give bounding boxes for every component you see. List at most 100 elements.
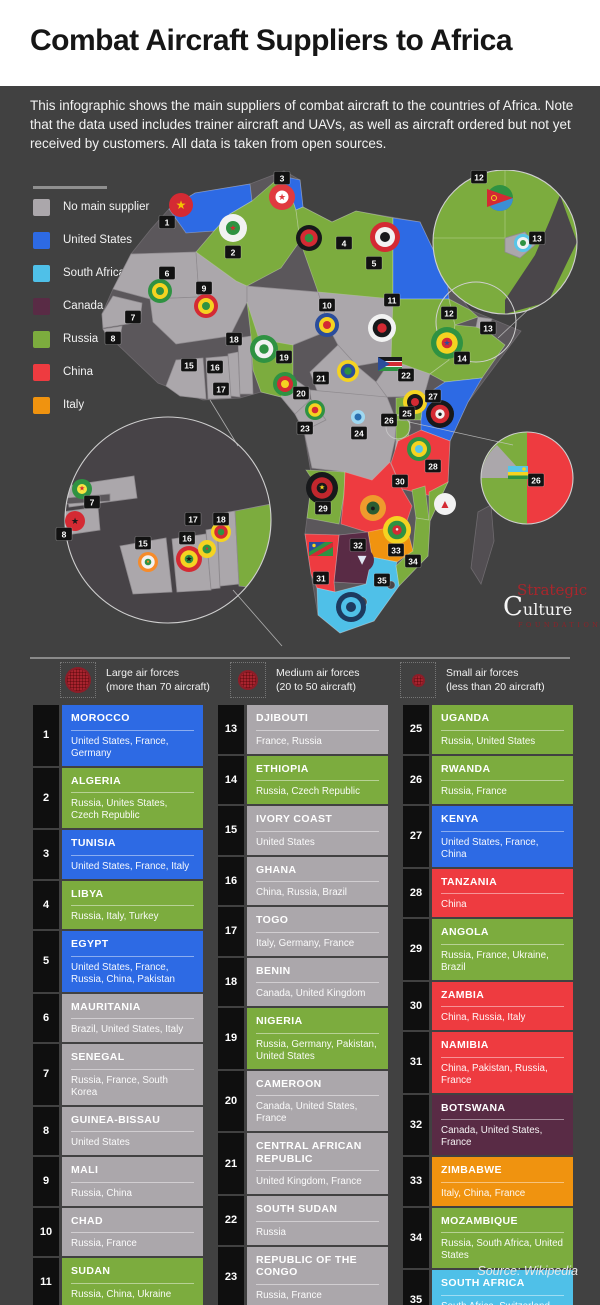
svg-text:15: 15: [138, 539, 148, 549]
svg-text:▼: ▼: [355, 552, 370, 569]
air-force-roundel-icon: ★: [306, 472, 338, 504]
map-number-badge: 33: [387, 543, 405, 557]
svg-text:★: ★: [71, 516, 79, 526]
svg-text:32: 32: [353, 541, 363, 551]
map-number-badge: 26: [380, 413, 398, 427]
svg-text:●: ●: [438, 410, 443, 419]
table-row: 26 RWANDA Russia, France: [403, 755, 573, 804]
row-number: 35: [403, 1270, 429, 1305]
row-number: 14: [218, 755, 244, 804]
row-body: MOZAMBIQUE Russia, South Africa, United S…: [432, 1207, 573, 1268]
svg-text:22: 22: [401, 371, 411, 381]
country-name: SENEGAL: [71, 1051, 125, 1063]
svg-text:8: 8: [62, 530, 67, 540]
svg-text:30: 30: [395, 477, 405, 487]
row-number: 21: [218, 1133, 244, 1194]
table-row: 31 NAMIBIA China, Pakistan, Russia, France: [403, 1032, 573, 1093]
table-row: 11 SUDAN Russia, China, Ukraine: [33, 1258, 203, 1305]
map-number-badge: 29: [314, 501, 332, 515]
svg-text:29: 29: [318, 504, 328, 514]
row-body: BENIN Canada, United Kingdom: [247, 957, 388, 1006]
row-body: NIGERIA Russia, Germany, Pakistan, United…: [247, 1008, 388, 1069]
air-force-size-icon: [400, 662, 436, 698]
map-number-badge: 7: [83, 495, 101, 509]
svg-text:18: 18: [216, 515, 226, 525]
country-name: GHANA: [256, 863, 297, 876]
svg-text:8: 8: [111, 334, 116, 344]
country-name: IVORY COAST: [256, 813, 333, 825]
air-force-roundel-icon: ★: [219, 214, 247, 242]
magnifier-horn: [432, 170, 578, 363]
row-body: DJIBOUTI France, Russia: [247, 705, 388, 754]
country-name: DJIBOUTI: [256, 712, 309, 724]
row-number: 1: [33, 705, 59, 766]
svg-text:17: 17: [216, 385, 226, 395]
map-number-badge: 20: [292, 386, 310, 400]
air-force-roundel-icon: [514, 234, 532, 252]
svg-text:▲: ▲: [439, 497, 451, 511]
legend-swatch: [33, 198, 50, 216]
svg-text:26: 26: [531, 476, 541, 486]
country-suppliers: United States, France, China: [441, 836, 539, 860]
map-number-badge: 13: [528, 231, 546, 245]
row-number: 9: [33, 1157, 59, 1206]
table-row: 34 MOZAMBIQUE Russia, South Africa, United…: [403, 1207, 573, 1268]
row-number: 2: [33, 767, 59, 828]
air-force-roundel-icon: [337, 360, 359, 382]
map-number-badge: 13: [479, 321, 497, 335]
country-suppliers: Russia, China: [71, 1187, 132, 1199]
svg-text:★: ★: [185, 555, 192, 564]
country-suppliers: United States, France, Germany: [71, 735, 169, 759]
table-column-2: 13 DJIBOUTI France, Russia 14 ETHIOPIA Russia…: [218, 705, 388, 1305]
svg-text:7: 7: [90, 498, 95, 508]
table-row: 23 REPUBLIC OF THE CONGO Russia, France: [218, 1246, 388, 1305]
map-number-badge: 3: [273, 171, 291, 185]
legend-item: South Africa: [33, 264, 149, 282]
map-number-badge: 12: [440, 306, 458, 320]
svg-text:★: ★: [443, 339, 450, 348]
map-number-badge: 11: [383, 293, 401, 307]
row-body: EGYPT United States, France, Russia, Chin…: [62, 931, 203, 992]
map-number-badge: 12: [470, 170, 488, 184]
south-sudan-flag: [378, 357, 402, 371]
air-force-roundel-icon: [315, 313, 339, 337]
row-number: 28: [403, 868, 429, 917]
magnifier-rwanda: [385, 414, 574, 525]
country-suppliers: Russia, Unites States, Czech Republic: [71, 798, 168, 821]
table-row: 27 KENYA United States, France, China: [403, 806, 573, 867]
map-number-badge: 22: [397, 368, 415, 382]
table-row: 21 CENTRAL AFRICAN REPUBLIC United Kingdom…: [218, 1133, 388, 1194]
table-row: 30 ZAMBIA China, Russia, Italy: [403, 981, 573, 1030]
air-force-roundel-icon: [296, 225, 322, 251]
row-body: SOUTH SUDAN Russia: [247, 1196, 388, 1245]
legend-label: Russia: [63, 333, 99, 345]
air-force-size-legend: Large air forces (more than 70 aircraft) M…: [60, 662, 570, 698]
page-title: Combat Aircraft Suppliers to Africa: [30, 24, 513, 57]
svg-text:3: 3: [280, 174, 285, 184]
source-credit: Source: Wikipedia: [477, 1264, 578, 1278]
air-force-roundel-icon: ★: [72, 479, 92, 499]
legend-item: Canada: [33, 297, 149, 315]
map-number-badge: 18: [212, 512, 230, 526]
map-number-badge: 14: [453, 351, 471, 365]
svg-text:26: 26: [384, 416, 394, 426]
country-name: MOZAMBIQUE: [441, 1214, 518, 1227]
map-number-badge: 9: [195, 281, 213, 295]
map-number-badge: 15: [134, 536, 152, 550]
logo-line-strategic: Strategic: [517, 581, 588, 599]
svg-text:31: 31: [316, 574, 326, 584]
air-force-roundel-icon: [194, 294, 218, 318]
svg-text:17: 17: [188, 515, 198, 525]
country-name: RWANDA: [441, 762, 491, 775]
row-number: 22: [218, 1196, 244, 1245]
air-force-roundel-icon: [368, 314, 396, 342]
svg-text:16: 16: [182, 534, 192, 544]
row-body: SOUTH AFRICA South Africa, Switzerland, U…: [432, 1270, 573, 1305]
country-name: ETHIOPIA: [256, 762, 309, 775]
air-force-roundel-icon: ★: [269, 184, 295, 210]
country-suppliers: Russia, China, Ukraine: [71, 1288, 172, 1300]
row-body: CAMEROON Canada, United States, France: [247, 1070, 388, 1131]
svg-text:19: 19: [279, 353, 289, 363]
map-number-badge: 16: [178, 531, 196, 545]
legend-item: United States: [33, 231, 149, 249]
